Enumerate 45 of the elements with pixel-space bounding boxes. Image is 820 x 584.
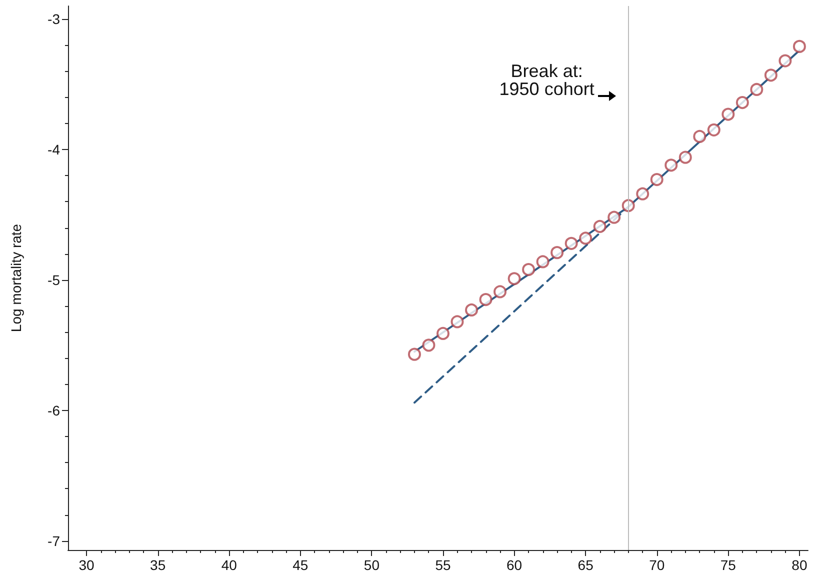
point	[764, 68, 778, 82]
y-axis-title: Log mortality rate	[8, 224, 24, 332]
x-tick-label: 55	[435, 557, 451, 573]
y-tick-label: -5	[48, 272, 60, 288]
point	[678, 150, 692, 164]
y-tick-label: -3	[48, 11, 60, 28]
x-tick-label: 40	[221, 557, 238, 573]
point	[536, 255, 550, 268]
point	[664, 158, 678, 172]
point	[465, 303, 478, 316]
point	[707, 123, 720, 136]
point	[750, 82, 764, 96]
point	[508, 272, 521, 286]
point	[436, 326, 450, 340]
point	[722, 108, 735, 121]
point	[608, 210, 621, 224]
y-tick-label: -7	[48, 532, 60, 549]
point	[650, 173, 664, 186]
point	[778, 54, 792, 68]
point	[636, 187, 650, 200]
point	[736, 96, 749, 110]
point	[593, 220, 606, 233]
point	[564, 236, 578, 250]
y-tick-label: -6	[48, 402, 60, 418]
x-tick-label: 30	[78, 557, 95, 573]
x-tick-label: 50	[364, 557, 380, 573]
x-tick-label: 45	[292, 557, 308, 573]
y-tick-label: -4	[48, 142, 60, 158]
point	[450, 315, 464, 328]
point	[522, 263, 536, 276]
point	[494, 285, 507, 298]
annotation: Break at: 1950 cohort	[499, 61, 594, 99]
x-tick-label: 60	[506, 557, 522, 573]
x-tick-label: 75	[720, 557, 736, 573]
x-tick-label: 35	[150, 557, 166, 573]
point	[422, 338, 436, 352]
point	[550, 246, 564, 260]
point	[792, 40, 806, 53]
point	[579, 232, 592, 245]
x-tick-label: 80	[792, 557, 808, 573]
point	[479, 293, 492, 306]
x-tick-label: 70	[649, 557, 665, 573]
x-tick-label: 65	[578, 557, 594, 573]
point	[408, 348, 421, 361]
point	[693, 130, 706, 143]
